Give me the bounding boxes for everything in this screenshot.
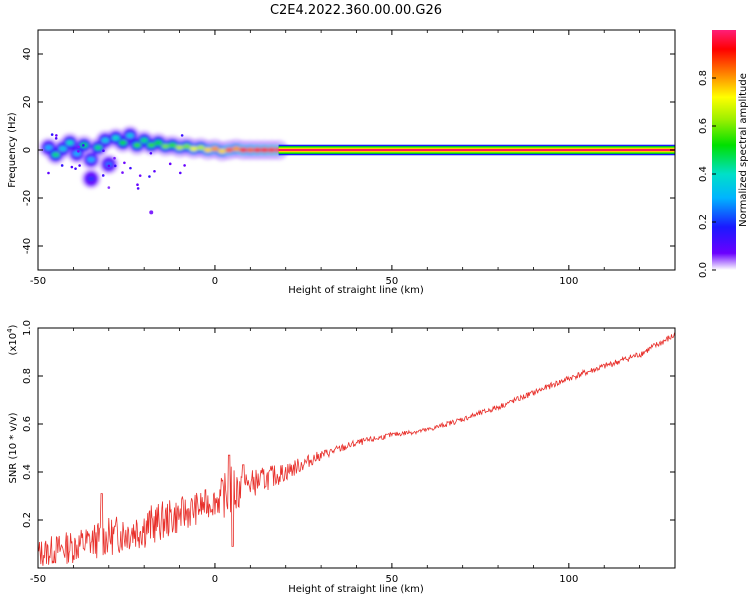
heatmap-core: [260, 148, 268, 153]
heatmap-core: [225, 148, 233, 153]
heatmap-panel: -50 0 50 100 -40 -20 0 20 40 Height of straight …: [7, 30, 675, 296]
colorbar: 0.0 0.2 0.4 0.6 0.8 Normalized spectral ampl…: [698, 30, 749, 278]
colorbar-tick-label: 0.0: [698, 262, 709, 278]
heatmap-core: [168, 143, 176, 148]
heatmap-speck: [113, 157, 116, 160]
x-tick-label: 0: [212, 276, 218, 287]
heatmap-core: [190, 146, 198, 151]
heatmap-core: [253, 148, 261, 153]
heatmap-speck: [55, 134, 58, 137]
heatmap-core: [87, 157, 95, 162]
heatmap-core: [66, 140, 74, 145]
heatmap-speck: [74, 167, 77, 170]
heatmap-speck: [61, 164, 64, 167]
heatmap-core: [218, 149, 226, 154]
heatmap-core: [94, 145, 102, 150]
y-tick-label: 0.4: [22, 464, 33, 480]
heatmap-core: [147, 143, 155, 148]
heatmap-speck: [129, 167, 132, 170]
line-y-multiplier: (x104): [6, 324, 19, 355]
heatmap-core: [87, 176, 95, 181]
heatmap-speck: [169, 163, 172, 166]
heatmap-speck: [51, 133, 54, 136]
heatmap-core: [176, 145, 184, 150]
heatmap-core: [239, 148, 247, 153]
heatmap-speck: [55, 137, 58, 140]
heatmap-speck: [102, 149, 105, 152]
x-tick-label: 100: [559, 574, 578, 585]
heatmap-speck: [149, 210, 153, 214]
heatmap-core: [211, 146, 219, 151]
heatmap-speck: [137, 187, 140, 190]
heatmap-speck: [183, 164, 186, 167]
heatmap-core: [204, 148, 212, 153]
y-tick-label: 40: [22, 48, 33, 61]
heatmap-core: [112, 136, 120, 141]
heatmap-core: [59, 146, 67, 151]
line-y-multiplier-base: (x10: [8, 333, 19, 356]
heatmap-core: [232, 146, 240, 151]
line-panel: -50 0 50 100 0.2 0.4 0.6 0.8 1.0 Height of strai…: [6, 320, 675, 595]
colorbar-gradient: [712, 30, 736, 270]
heatmap-core: [73, 151, 81, 156]
y-tick-label: 0: [22, 147, 33, 153]
heatmap-speck: [82, 144, 85, 147]
heatmap-speck: [121, 171, 124, 174]
line-y-multiplier-close: ): [8, 324, 19, 328]
colorbar-tick-label: 0.6: [698, 118, 709, 134]
y-tick-label: 0.6: [22, 416, 33, 432]
heatmap-core: [52, 152, 60, 157]
x-tick-label: 0: [212, 574, 218, 585]
heatmap-core: [268, 148, 276, 153]
x-tick-label: 100: [559, 276, 578, 287]
heatmap-speck: [179, 172, 182, 175]
y-tick-label: -20: [22, 190, 33, 206]
heatmap-core: [126, 133, 134, 138]
heatmap-speck: [114, 165, 117, 168]
heatmap-core: [101, 138, 109, 143]
heatmap-speck: [71, 166, 74, 169]
heatmap-speck: [136, 183, 139, 186]
heatmap-core: [161, 144, 169, 149]
heatmap-speck: [153, 170, 156, 173]
line-ylabel: SNR (10 * v/v): [8, 412, 19, 483]
heatmap-speck: [78, 164, 81, 167]
heatmap-core: [119, 140, 127, 145]
colorbar-tick-label: 0.4: [698, 166, 709, 182]
y-tick-label: -40: [22, 238, 33, 254]
y-tick-label: 0.8: [22, 368, 33, 384]
colorbar-tick-label: 0.2: [698, 214, 709, 230]
heatmap-speck: [77, 150, 80, 153]
y-tick-label: 0.2: [22, 512, 33, 528]
heatmap-core: [140, 138, 148, 143]
colorbar-tick-label: 0.8: [698, 70, 709, 86]
figure: C2E4.2022.360.00.00.G26 -50 0 50 100-40-200…: [0, 0, 750, 600]
heatmap-speck: [108, 164, 111, 167]
heatmap-speck: [102, 174, 105, 177]
x-tick-label: -50: [30, 276, 46, 287]
heatmap-speck: [150, 152, 153, 155]
line-xlabel: Height of straight line (km): [288, 584, 424, 595]
x-tick-label: -50: [30, 574, 46, 585]
heatmap-core: [183, 144, 191, 149]
y-tick-label: 20: [22, 96, 33, 109]
y-tick-label: 1.0: [22, 320, 33, 336]
heatmap-speck: [139, 174, 142, 177]
heatmap-speck: [148, 175, 151, 178]
heatmap-speck: [108, 186, 111, 189]
heatmap-core: [133, 143, 141, 148]
heatmap-core: [246, 148, 254, 153]
heatmap-speck: [47, 172, 50, 175]
heatmap-core: [197, 145, 205, 150]
heatmap-xlabel: Height of straight line (km): [288, 285, 424, 296]
heatmap-core: [45, 145, 53, 150]
colorbar-label: Normalized spectral amplitude: [738, 73, 749, 227]
heatmap-speck: [123, 161, 126, 164]
heatmap-speck: [77, 146, 80, 149]
heatmap-ylabel: Frequency (Hz): [7, 112, 18, 188]
heatmap-speck: [181, 134, 184, 137]
figure-title: C2E4.2022.360.00.00.G26: [270, 3, 442, 18]
heatmap-core: [154, 140, 162, 145]
